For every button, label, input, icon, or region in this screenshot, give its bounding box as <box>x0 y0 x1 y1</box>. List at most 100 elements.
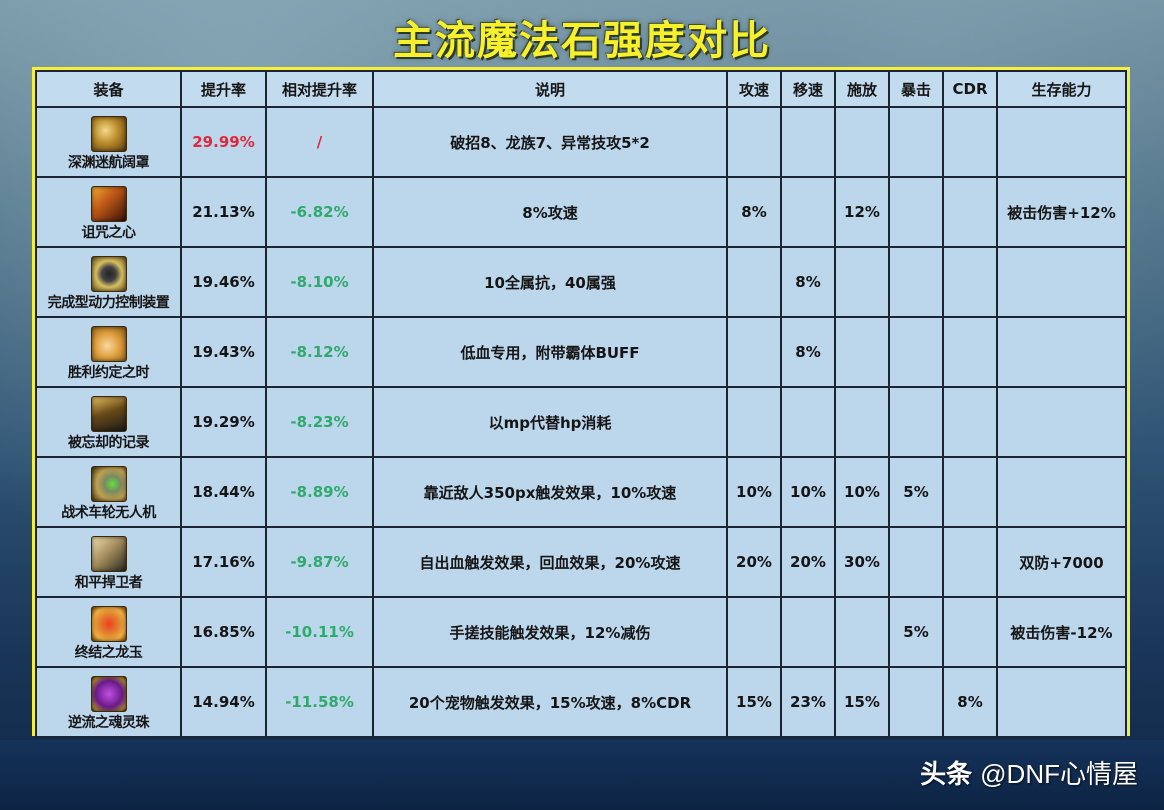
crit-cell: 5% <box>888 596 944 668</box>
relative-rate-cell: -6.82% <box>265 176 374 248</box>
victory-promise-icon <box>90 325 127 362</box>
header-attack-speed: 攻速 <box>726 70 782 108</box>
gear-cell: 完成型动力控制装置 <box>35 246 182 318</box>
relative-rate-cell: / <box>265 106 374 178</box>
soul-orb-icon <box>90 675 127 712</box>
atk-speed-cell <box>726 246 782 318</box>
wheel-drone-icon <box>90 465 127 502</box>
relative-rate-cell: -8.12% <box>265 316 374 388</box>
page-title: 主流魔法石强度对比 <box>393 18 771 64</box>
description-cell: 破招8、龙族7、异常技攻5*2 <box>372 106 728 178</box>
gear-name: 被忘却的记录 <box>68 434 150 451</box>
dragon-jade-icon <box>90 605 127 642</box>
survival-cell <box>996 106 1127 178</box>
move-speed-cell <box>780 176 836 248</box>
cast-speed-cell: 30% <box>834 526 890 598</box>
description-cell: 8%攻速 <box>372 176 728 248</box>
gear-name: 胜利约定之时 <box>68 364 150 381</box>
table-row: 和平捍卫者 17.16% -9.87% 自出血触发效果，回血效果，20%攻速 20% 20… <box>35 526 1127 598</box>
survival-cell: 双防+7000 <box>996 526 1127 598</box>
relative-rate-cell: -11.58% <box>265 666 374 738</box>
cdr-cell <box>942 106 998 178</box>
atk-speed-cell: 20% <box>726 526 782 598</box>
gear-cell: 深渊迷航阔罩 <box>35 106 182 178</box>
table-header-row: 装备 提升率 相对提升率 说明 攻速 移速 施放 暴击 CDR 生存能力 <box>35 70 1127 108</box>
move-speed-cell <box>780 106 836 178</box>
cast-speed-cell: 10% <box>834 456 890 528</box>
gear-cell: 被忘却的记录 <box>35 386 182 458</box>
table-row: 战术车轮无人机 18.44% -8.89% 靠近敌人350px触发效果，10%攻速 10… <box>35 456 1127 528</box>
rate-cell: 17.16% <box>180 526 267 598</box>
header-cdr: CDR <box>942 70 998 108</box>
header-cast-speed: 施放 <box>834 70 890 108</box>
crit-cell <box>888 526 944 598</box>
move-speed-cell: 8% <box>780 316 836 388</box>
rate-cell: 18.44% <box>180 456 267 528</box>
cdr-cell <box>942 246 998 318</box>
gear-cell: 胜利约定之时 <box>35 316 182 388</box>
description-cell: 10全属抗，40属强 <box>372 246 728 318</box>
rate-cell: 19.46% <box>180 246 267 318</box>
cast-speed-cell <box>834 386 890 458</box>
relative-rate-cell: -8.23% <box>265 386 374 458</box>
rate-cell: 19.29% <box>180 386 267 458</box>
table-row: 终结之龙玉 16.85% -10.11% 手搓技能触发效果，12%减伤 5% 被击伤害-1… <box>35 596 1127 668</box>
survival-cell <box>996 246 1127 318</box>
cdr-cell <box>942 176 998 248</box>
cast-speed-cell <box>834 246 890 318</box>
atk-speed-cell <box>726 316 782 388</box>
cdr-cell <box>942 456 998 528</box>
table-row: 胜利约定之时 19.43% -8.12% 低血专用，附带霸体BUFF 8% <box>35 316 1127 388</box>
table-row: 被忘却的记录 19.29% -8.23% 以mp代替hp消耗 <box>35 386 1127 458</box>
atk-speed-cell <box>726 386 782 458</box>
header-gear: 装备 <box>35 70 182 108</box>
gear-name: 战术车轮无人机 <box>61 504 156 521</box>
comparison-table: 装备 提升率 相对提升率 说明 攻速 移速 施放 暴击 CDR 生存能力 深渊迷… <box>35 70 1127 738</box>
header-relative-rate: 相对提升率 <box>265 70 374 108</box>
gear-cell: 诅咒之心 <box>35 176 182 248</box>
rate-cell: 21.13% <box>180 176 267 248</box>
cast-speed-cell <box>834 596 890 668</box>
crit-cell <box>888 106 944 178</box>
atk-speed-cell <box>726 596 782 668</box>
survival-cell: 被击伤害-12% <box>996 596 1127 668</box>
description-cell: 以mp代替hp消耗 <box>372 386 728 458</box>
atk-speed-cell: 8% <box>726 176 782 248</box>
header-crit: 暴击 <box>888 70 944 108</box>
cast-speed-cell: 15% <box>834 666 890 738</box>
cdr-cell <box>942 596 998 668</box>
header-move-speed: 移速 <box>780 70 836 108</box>
survival-cell <box>996 316 1127 388</box>
peace-guardian-icon <box>90 535 127 572</box>
crit-cell <box>888 386 944 458</box>
relative-rate-cell: -10.11% <box>265 596 374 668</box>
move-speed-cell: 8% <box>780 246 836 318</box>
gear-name: 诅咒之心 <box>81 224 137 241</box>
relative-rate-cell: -8.10% <box>265 246 374 318</box>
header-rate: 提升率 <box>180 70 267 108</box>
cursed-heart-icon <box>90 185 127 222</box>
rate-cell: 29.99% <box>180 106 267 178</box>
crit-cell <box>888 176 944 248</box>
forgotten-record-icon <box>90 395 127 432</box>
move-speed-cell <box>780 596 836 668</box>
cast-speed-cell <box>834 316 890 388</box>
description-cell: 靠近敌人350px触发效果，10%攻速 <box>372 456 728 528</box>
crit-cell: 5% <box>888 456 944 528</box>
survival-cell <box>996 386 1127 458</box>
gear-name: 终结之龙玉 <box>74 644 143 661</box>
power-control-device-icon <box>90 255 127 292</box>
rate-cell: 19.43% <box>180 316 267 388</box>
relative-rate-cell: -9.87% <box>265 526 374 598</box>
header-survival: 生存能力 <box>996 70 1127 108</box>
gear-name: 完成型动力控制装置 <box>47 294 170 311</box>
move-speed-cell: 10% <box>780 456 836 528</box>
atk-speed-cell <box>726 106 782 178</box>
watermark: 头条 @DNF心情屋 <box>920 754 1138 791</box>
crit-cell <box>888 316 944 388</box>
background-bottom <box>0 740 1164 810</box>
gear-name: 逆流之魂灵珠 <box>68 714 150 731</box>
watermark-brand: 头条 <box>920 759 973 789</box>
watermark-handle: @DNF心情屋 <box>980 759 1138 789</box>
gear-name: 深渊迷航阔罩 <box>68 154 150 171</box>
